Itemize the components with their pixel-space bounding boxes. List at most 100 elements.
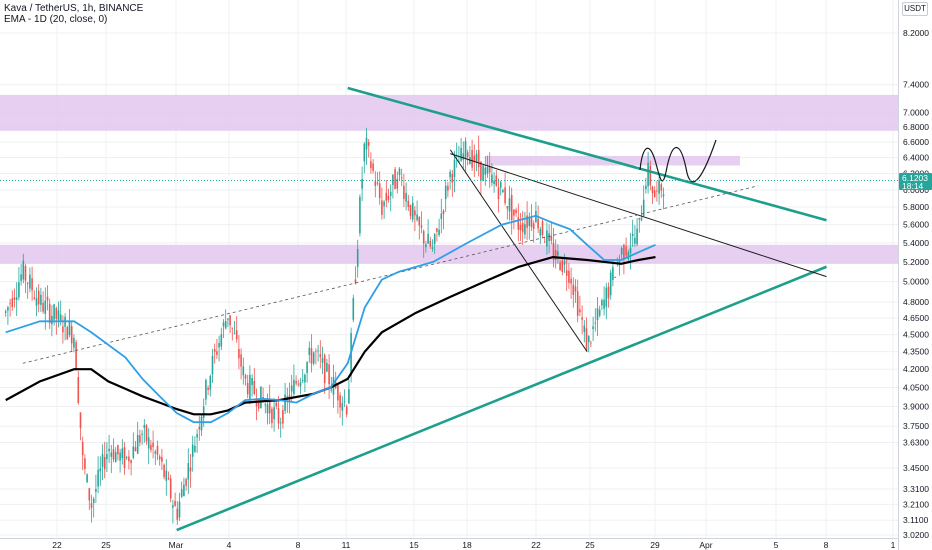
candle-body — [381, 200, 383, 215]
candle-body — [279, 422, 282, 424]
candle-body — [163, 464, 165, 478]
candle-body — [295, 381, 297, 384]
candle-body — [550, 235, 553, 241]
price-tick-label: 3.9000 — [903, 401, 929, 411]
candle-body — [440, 213, 443, 219]
price-axis: 8.20007.40007.00006.80006.60006.40006.20… — [903, 28, 929, 540]
candle-body — [110, 452, 113, 457]
candle-body — [75, 342, 77, 371]
currency-unit-badge[interactable]: USDT — [902, 2, 928, 16]
candle-body — [328, 364, 330, 385]
candle-body — [387, 195, 390, 200]
candle-body — [218, 343, 220, 348]
price-tick-label: 4.3500 — [903, 347, 929, 357]
current-price-value: 6.1203 — [902, 173, 928, 183]
candle-body — [640, 217, 643, 221]
candle-body — [431, 247, 434, 249]
candle-body — [609, 272, 612, 296]
candle-body — [411, 202, 414, 220]
candle-body — [405, 193, 407, 202]
candle-body — [565, 270, 568, 276]
candle-body — [158, 456, 161, 460]
time-tick-label: 8 — [824, 540, 829, 550]
candle-body — [106, 453, 108, 460]
candle-body — [339, 395, 341, 408]
trendline — [176, 265, 827, 532]
candle-body — [231, 327, 234, 329]
candle-body — [141, 433, 143, 435]
candle-body — [216, 351, 218, 355]
candle-body — [460, 147, 462, 161]
candle-body — [623, 244, 625, 260]
candle-body — [103, 456, 106, 470]
candle-body — [11, 298, 14, 308]
candle-body — [33, 297, 36, 299]
candle-body — [156, 445, 159, 455]
candle-body — [211, 355, 214, 375]
candle-body — [651, 186, 654, 194]
candle-body — [255, 400, 258, 406]
candle-body — [447, 185, 449, 191]
chart-legend: Kava / TetherUS, 1h, BINANCE EMA - 1D (2… — [4, 3, 143, 25]
price-tick-label: 3.0200 — [903, 530, 929, 540]
price-tick-label: 5.2000 — [903, 257, 929, 267]
price-tick-label: 6.6000 — [903, 137, 929, 147]
candlestick-series — [4, 127, 665, 525]
candle-body — [174, 501, 176, 506]
candle-body — [242, 366, 245, 376]
time-tick-label: 1 — [891, 540, 896, 550]
candle-body — [220, 334, 223, 347]
candle-body — [631, 233, 634, 236]
candle-body — [638, 217, 641, 220]
candle-body — [526, 215, 528, 228]
candle-body — [44, 300, 47, 314]
candle-body — [282, 410, 284, 424]
candle-body — [260, 386, 262, 409]
candle-body — [194, 446, 196, 452]
candle-body — [488, 166, 491, 173]
candle-body — [51, 315, 53, 325]
candle-body — [123, 447, 126, 469]
price-tick-label: 4.5000 — [903, 330, 929, 340]
symbol-title[interactable]: Kava / TetherUS, 1h, BINANCE — [4, 3, 144, 14]
candle-body — [90, 503, 93, 508]
candle-body — [165, 470, 168, 481]
candle-body — [504, 187, 506, 204]
candle-body — [647, 162, 649, 187]
candle-body — [321, 357, 324, 363]
candle-body — [653, 190, 656, 198]
candle-body — [161, 457, 163, 462]
candle-body — [471, 149, 473, 168]
candle-body — [359, 196, 361, 234]
candle-body — [191, 444, 194, 457]
candle-body — [486, 167, 489, 174]
candle-body — [73, 337, 75, 348]
candle-body — [449, 171, 451, 178]
candle-body — [484, 167, 487, 175]
candle-body — [464, 141, 467, 159]
ema-indicator-title[interactable]: EMA - 1D (20, close, 0) — [4, 14, 108, 25]
candle-body — [317, 350, 319, 352]
price-tick-label: 7.0000 — [903, 108, 929, 118]
candle-body — [121, 448, 124, 459]
candle-body — [55, 307, 58, 319]
candle-body — [444, 185, 447, 200]
candle-body — [249, 374, 251, 401]
candle-body — [603, 299, 605, 309]
candle-body — [425, 244, 427, 248]
trendline — [347, 86, 827, 222]
candle-body — [572, 284, 575, 296]
price-tick-label: 4.6500 — [903, 313, 929, 323]
candle-body — [304, 374, 306, 383]
candle-body — [376, 182, 379, 184]
candle-body — [26, 283, 29, 284]
candle-body — [385, 192, 388, 201]
candle-body — [130, 460, 132, 464]
candle-body — [394, 168, 396, 189]
candle-body — [367, 141, 370, 146]
candle-body — [592, 326, 594, 330]
candle-body — [605, 287, 608, 307]
candle-body — [125, 457, 128, 458]
candle-body — [636, 228, 638, 245]
